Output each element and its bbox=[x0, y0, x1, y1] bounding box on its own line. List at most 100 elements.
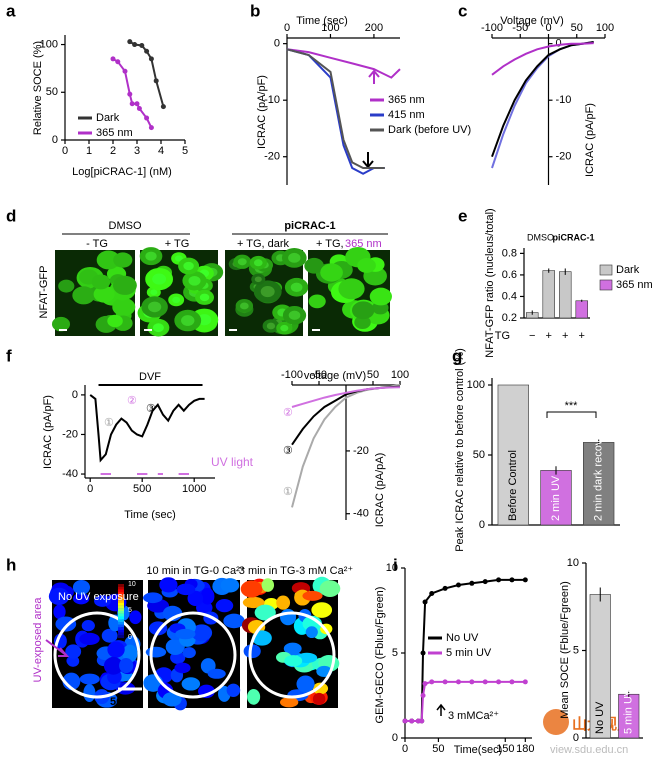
colorbar bbox=[118, 589, 124, 593]
cell bbox=[112, 297, 136, 317]
uv-area bbox=[53, 611, 141, 699]
point bbox=[482, 579, 488, 585]
trace-mark: ① bbox=[104, 417, 114, 429]
bar bbox=[542, 270, 555, 319]
cell bbox=[91, 274, 111, 290]
y-tick-label: 0.2 bbox=[502, 312, 517, 324]
legend-label: 415 nm bbox=[388, 109, 425, 121]
cell bbox=[79, 673, 100, 685]
x-tick-label: 50 bbox=[367, 369, 379, 381]
y-tick-label: -20 bbox=[353, 445, 369, 457]
micrographs bbox=[51, 247, 392, 337]
y-axis-label: ICRAC (pA/pA) bbox=[374, 453, 386, 528]
colorbar bbox=[118, 624, 124, 628]
nucleus bbox=[148, 301, 162, 313]
cell bbox=[280, 608, 297, 626]
y-tick-label: -40 bbox=[62, 468, 78, 480]
point bbox=[409, 718, 415, 724]
cell bbox=[240, 580, 263, 598]
cell bbox=[107, 314, 123, 328]
y-axis-label: Relative SOCE (%) bbox=[32, 41, 44, 135]
group-label: piCRAC-1 bbox=[284, 220, 335, 232]
cell bbox=[83, 684, 96, 702]
annotation: DVF bbox=[139, 371, 161, 383]
panel-letters: a b c d e f g h i bbox=[6, 1, 467, 574]
point bbox=[522, 679, 528, 685]
panel-letter: f bbox=[6, 346, 12, 365]
point bbox=[522, 577, 528, 583]
point bbox=[122, 68, 128, 74]
category-label: + bbox=[579, 330, 585, 342]
cell bbox=[181, 677, 201, 691]
x-tick-label: -100 bbox=[281, 369, 303, 381]
uv-area bbox=[149, 611, 237, 699]
panel-letter: d bbox=[6, 206, 16, 225]
cell bbox=[113, 252, 133, 268]
cell bbox=[81, 620, 95, 632]
cell bbox=[103, 656, 123, 675]
cell bbox=[369, 287, 392, 306]
uv-area bbox=[248, 611, 336, 699]
series-line bbox=[286, 48, 401, 79]
cell bbox=[176, 583, 196, 596]
y-tick-label: 0 bbox=[274, 38, 280, 50]
colorbar bbox=[118, 635, 124, 639]
cell bbox=[101, 628, 118, 643]
colorbar bbox=[118, 627, 124, 630]
cell bbox=[48, 587, 70, 605]
category-label: No UV bbox=[594, 701, 606, 734]
cell bbox=[200, 587, 215, 605]
category-label: 5 min UV bbox=[623, 688, 635, 734]
x-tick-label: 0 bbox=[87, 483, 93, 495]
ratio-images bbox=[48, 576, 341, 711]
y-tick-label: 5 bbox=[573, 644, 579, 656]
colorbar-tick: 5 bbox=[128, 607, 132, 614]
point bbox=[419, 718, 425, 724]
group-label: DMSO bbox=[109, 220, 142, 232]
point bbox=[144, 48, 150, 54]
cell bbox=[319, 580, 341, 597]
cell bbox=[226, 683, 241, 697]
cell bbox=[304, 257, 324, 274]
point bbox=[442, 679, 448, 685]
cell bbox=[351, 301, 375, 320]
colorbar bbox=[118, 608, 124, 612]
colorbar bbox=[118, 619, 124, 622]
y-axis-label: Mean SOCE (Fblue/Fgreen) bbox=[559, 581, 571, 719]
cell bbox=[320, 263, 343, 282]
y-tick-label: 0 bbox=[72, 389, 78, 401]
x-tick-label: 1000 bbox=[182, 483, 206, 495]
point bbox=[127, 39, 133, 45]
point bbox=[442, 585, 448, 591]
nucleus bbox=[199, 293, 210, 302]
x-axis-label: voltage (mV) bbox=[304, 370, 366, 382]
legend-label: 365 nm bbox=[616, 279, 653, 291]
cell bbox=[66, 655, 80, 667]
cell bbox=[283, 642, 302, 655]
colorbar-tick: 10 bbox=[128, 581, 136, 588]
y-tick-label: -10 bbox=[264, 94, 280, 106]
cell bbox=[175, 628, 196, 640]
x-tick-label: 500 bbox=[133, 483, 151, 495]
series-line bbox=[491, 41, 594, 158]
y-axis-label: ICRAC (pA/pF) bbox=[256, 75, 268, 149]
point bbox=[132, 42, 138, 48]
nucleus bbox=[266, 322, 276, 330]
point bbox=[127, 91, 133, 97]
y-tick-label: 100 bbox=[467, 379, 485, 391]
legend-label: 5 min UV bbox=[446, 647, 492, 659]
point bbox=[129, 101, 135, 107]
trace-mark: ① bbox=[283, 486, 293, 498]
colorbar bbox=[118, 611, 124, 614]
cell bbox=[159, 577, 178, 593]
y-tick-label: 5 bbox=[392, 647, 398, 659]
legend-label: Dark bbox=[96, 112, 120, 124]
cell bbox=[357, 258, 376, 273]
cell bbox=[305, 626, 318, 639]
nucleus bbox=[152, 323, 164, 333]
nucleus bbox=[288, 252, 301, 263]
cell bbox=[311, 602, 333, 618]
point bbox=[509, 679, 515, 685]
bar bbox=[497, 384, 529, 526]
